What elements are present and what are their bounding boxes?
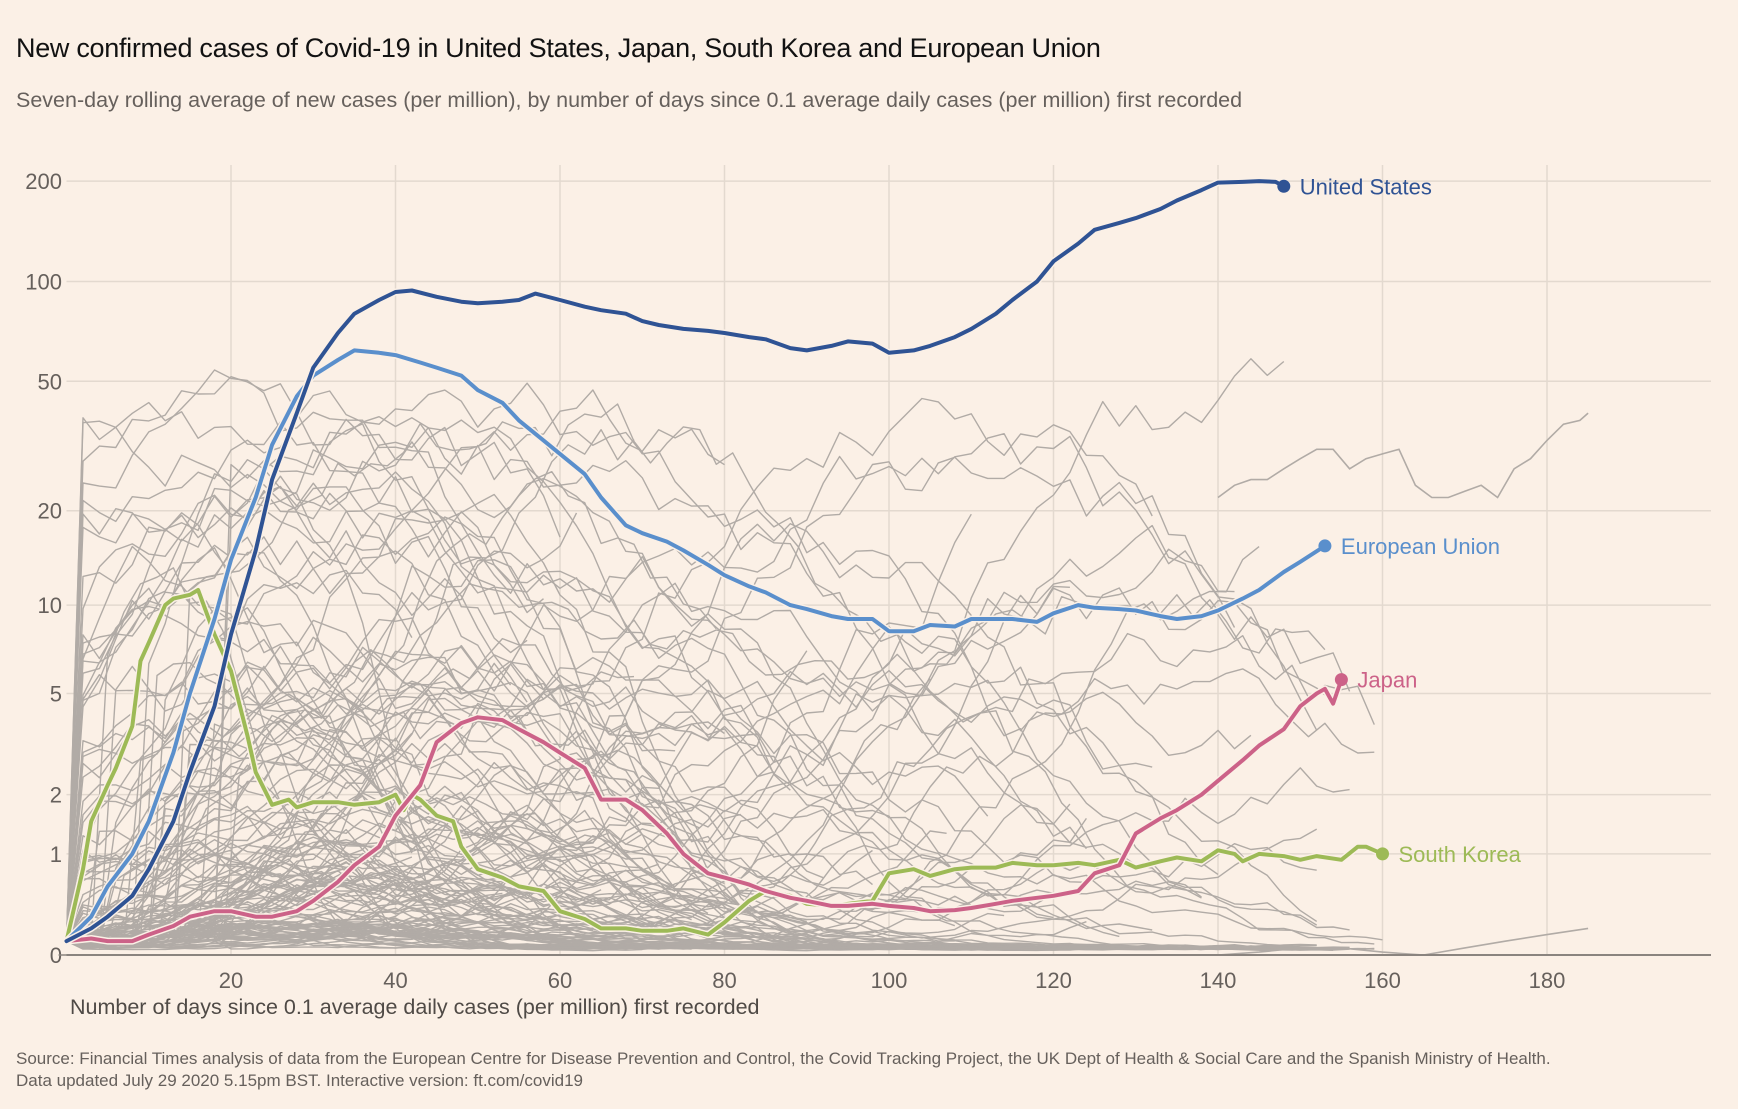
y-tick-label: 1: [50, 842, 62, 867]
other-country-line: [213, 423, 709, 942]
other-country-line: [66, 828, 643, 950]
x-tick-label: 140: [1200, 968, 1237, 993]
x-tick-label: 120: [1035, 968, 1072, 993]
other-country-line: [66, 524, 1351, 950]
other-country-line: [1217, 412, 1589, 499]
other-country-line: [65, 848, 544, 942]
other-country-line: [222, 429, 635, 942]
other-country-line: [65, 441, 1317, 942]
x-tick-label: 20: [219, 968, 243, 993]
other-country-line: [66, 456, 1236, 942]
source-note: Source: Financial Times analysis of data…: [16, 1048, 1551, 1092]
series-line-european-union: [64, 348, 1327, 944]
series-label-south-korea: South Korea: [1399, 842, 1522, 867]
other-country-line: [65, 585, 1070, 942]
other-country-line: [148, 764, 774, 942]
other-country-line: [66, 922, 1284, 949]
chart-title: New confirmed cases of Covid-19 in Unite…: [16, 33, 1101, 63]
other-country-line: [65, 369, 906, 946]
other-country-line: [65, 617, 1153, 942]
other-country-line: [66, 818, 1087, 943]
x-tick-label: 80: [712, 968, 736, 993]
other-country-line: [213, 382, 1252, 942]
series-line-united-states: [64, 179, 1286, 944]
other-country-line: [140, 796, 947, 942]
other-country-line: [66, 808, 1120, 942]
other-country-line: [66, 804, 676, 942]
source-line: Source: Financial Times analysis of data…: [16, 1049, 1551, 1068]
y-tick-label: 50: [38, 369, 62, 394]
other-country-line: [65, 569, 413, 942]
other-country-line: [65, 720, 1350, 946]
x-tick-label: 180: [1529, 968, 1566, 993]
other-country-line: [65, 830, 840, 951]
other-country-line: [66, 493, 1284, 950]
series-label-united-states: United States: [1300, 174, 1432, 199]
y-tick-label: 2: [50, 783, 62, 808]
gridlines: [66, 165, 1711, 955]
y-axis: 0 1 2 5 10 20 50 100 200: [25, 169, 67, 968]
x-axis: 20 40 60 80 100 120 140 160 180: [66, 954, 1711, 993]
other-country-line: [65, 803, 1071, 942]
y-tick-label: 100: [25, 270, 62, 295]
other-country-line: [66, 930, 791, 950]
other-country-line: [1217, 927, 1589, 956]
other-country-line: [65, 401, 791, 942]
end-marker-japan: [1334, 673, 1348, 687]
y-tick-label: 0: [50, 943, 62, 968]
other-country-line: [65, 761, 1169, 951]
other-country-line: [148, 656, 1383, 942]
other-country-line: [65, 512, 578, 942]
x-axis-label: Number of days since 0.1 average daily c…: [70, 995, 760, 1019]
other-country-line: [148, 389, 725, 942]
other-country-line: [65, 805, 725, 942]
other-country-line: [65, 485, 528, 942]
x-tick-label: 60: [548, 968, 572, 993]
other-country-line: [123, 708, 701, 942]
other-country-line: [172, 403, 1375, 945]
other-countries-lines: [65, 358, 1589, 956]
series-label-japan: Japan: [1357, 668, 1417, 693]
other-country-line: [65, 420, 528, 942]
end-marker-south-korea: [1376, 847, 1389, 861]
x-tick-label: 160: [1364, 968, 1401, 993]
y-tick-label: 200: [25, 169, 62, 194]
other-country-line: [65, 853, 775, 942]
x-tick-label: 100: [871, 968, 908, 993]
highlighted-series: [63, 177, 1386, 945]
other-country-line: [66, 684, 759, 942]
other-country-line: [65, 512, 692, 950]
x-tick-label: 40: [383, 968, 407, 993]
series-end-labels: United States European Union Japan South Ko…: [1277, 174, 1522, 867]
other-country-line: [66, 669, 1318, 942]
end-marker-european-union: [1318, 539, 1332, 553]
y-tick-label: 10: [38, 593, 62, 618]
data-updated-line: Data updated July 29 2020 5.15pm BST. In…: [16, 1071, 583, 1090]
other-country-line: [65, 700, 807, 944]
other-country-line: [98, 645, 1318, 944]
other-country-line: [156, 632, 1375, 949]
other-country-line: [222, 471, 717, 942]
end-marker-united-states: [1277, 179, 1291, 193]
other-country-line: [65, 619, 676, 942]
other-country-line: [181, 815, 577, 948]
series-line-japan: [64, 677, 1344, 944]
series-label-european-union: European Union: [1341, 534, 1500, 559]
y-tick-label: 5: [50, 682, 62, 707]
other-country-line: [197, 646, 1054, 942]
y-tick-label: 20: [38, 499, 62, 524]
other-country-line: [65, 376, 561, 942]
chart-subtitle: Seven-day rolling average of new cases (…: [16, 88, 1243, 112]
other-country-line: [65, 489, 1350, 949]
other-country-line: [65, 476, 544, 942]
other-country-line: [82, 915, 1038, 950]
